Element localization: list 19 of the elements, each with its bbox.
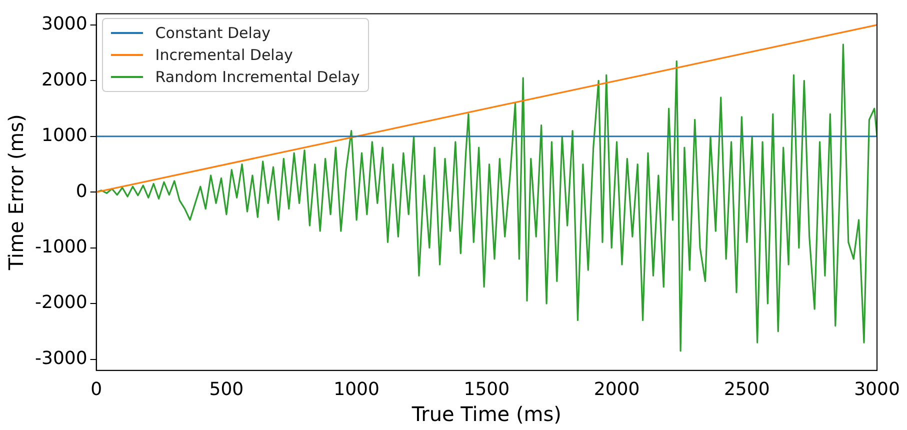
y-axis-title: Time Error (ms)	[4, 114, 28, 272]
legend-label: Incremental Delay	[155, 46, 293, 64]
y-tick-label: 0	[76, 180, 88, 202]
legend-label: Constant Delay	[155, 24, 271, 42]
y-tick-label: 2000	[41, 69, 88, 90]
y-tick-label: -2000	[34, 292, 88, 314]
x-tick-label: 1000	[334, 378, 380, 400]
x-tick-label: 2000	[594, 378, 640, 400]
y-tick-label: -1000	[34, 236, 88, 258]
x-tick-label: 500	[209, 378, 244, 400]
x-tick-label: 3000	[854, 378, 900, 400]
y-tick-label: 1000	[41, 125, 88, 146]
x-tick-label: 1500	[464, 378, 510, 400]
x-axis-title: True Time (ms)	[410, 402, 562, 426]
y-tick-label: 3000	[41, 14, 88, 35]
y-tick-label: -3000	[34, 348, 88, 369]
x-tick-label: 0	[90, 378, 102, 400]
legend-label: Random Incremental Delay	[155, 68, 360, 86]
x-tick-label: 2500	[724, 378, 770, 400]
